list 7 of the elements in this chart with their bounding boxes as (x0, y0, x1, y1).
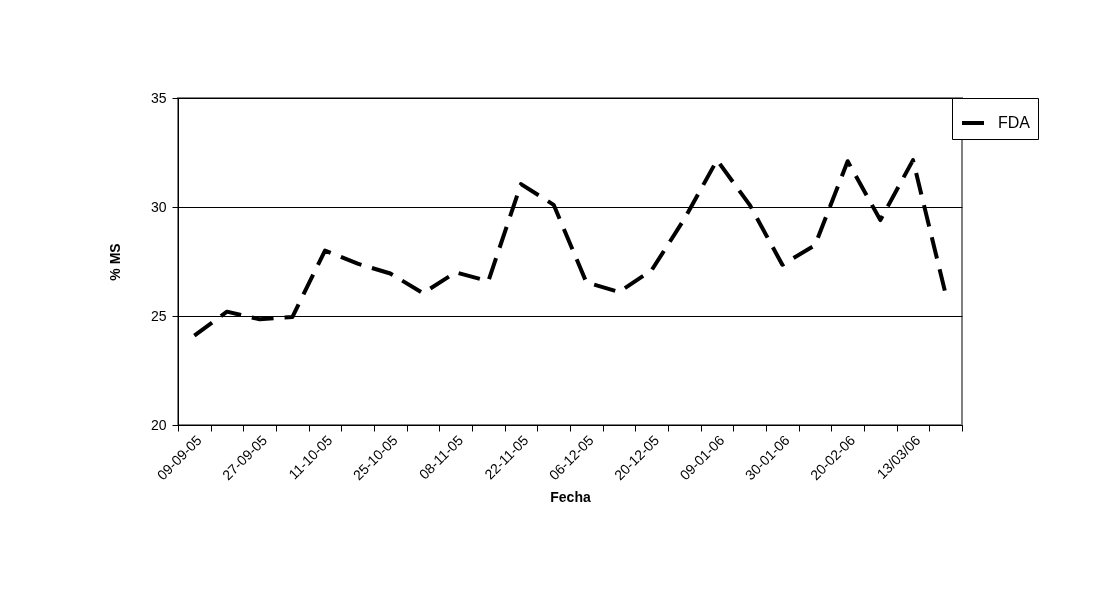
legend-label: FDA (998, 114, 1031, 131)
y-tick-label: 35 (150, 89, 167, 106)
y-tick-label: 30 (150, 198, 167, 215)
x-axis-title: Fecha (550, 489, 591, 506)
y-axis-title: % MS (106, 243, 123, 281)
y-tick-label: 25 (150, 307, 167, 324)
y-tick-label: 20 (150, 416, 167, 433)
